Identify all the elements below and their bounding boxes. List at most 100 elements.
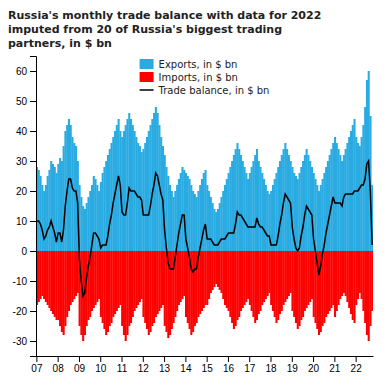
bar xyxy=(309,251,311,302)
bar xyxy=(56,251,58,320)
bar xyxy=(228,251,230,311)
bar xyxy=(213,251,215,287)
tick-mark xyxy=(30,131,36,132)
bar xyxy=(297,179,299,251)
bar xyxy=(288,251,290,296)
bar xyxy=(121,251,123,326)
bar xyxy=(132,251,134,317)
bar xyxy=(148,251,150,335)
bar xyxy=(187,176,189,251)
bar xyxy=(86,203,88,251)
bar xyxy=(80,197,82,251)
bar xyxy=(343,251,345,293)
bar xyxy=(210,197,212,251)
tick-mark xyxy=(207,356,208,362)
bar xyxy=(89,191,91,251)
plot: 07080910111213141516171819202122-30-20-1… xyxy=(13,57,374,375)
tick: -10 xyxy=(13,276,36,287)
line xyxy=(37,161,372,296)
tick-label: -20 xyxy=(13,306,28,317)
bar xyxy=(38,251,40,302)
bar xyxy=(141,251,143,299)
bar xyxy=(228,173,230,251)
bar xyxy=(151,119,153,251)
bar xyxy=(50,251,52,311)
x-axis: 07080910111213141516171819202122 xyxy=(31,356,373,374)
bar xyxy=(281,155,283,251)
tick-label: 20 xyxy=(16,186,28,197)
bar xyxy=(206,251,208,305)
bar xyxy=(350,251,352,314)
tick: 19 xyxy=(287,356,299,374)
bar xyxy=(238,149,240,251)
bar xyxy=(275,251,277,323)
bar xyxy=(300,251,302,320)
tick-label: 20 xyxy=(308,363,320,374)
bar xyxy=(100,251,102,317)
bar xyxy=(155,251,157,317)
bar xyxy=(57,251,59,320)
bar xyxy=(245,251,247,302)
bar xyxy=(307,251,309,305)
bar xyxy=(201,251,203,311)
bar xyxy=(336,251,338,311)
bar xyxy=(169,251,171,335)
bar xyxy=(196,197,198,251)
bar xyxy=(181,167,183,251)
bar xyxy=(148,131,150,251)
legend-label: Exports, in $ bn xyxy=(159,59,238,70)
bar xyxy=(205,251,207,305)
bar xyxy=(320,185,322,251)
bar xyxy=(359,251,361,293)
bar xyxy=(128,251,130,326)
bar xyxy=(52,164,54,251)
bar xyxy=(220,197,222,251)
bar xyxy=(189,179,191,251)
bar xyxy=(142,251,144,317)
tick-mark xyxy=(30,191,36,192)
bar xyxy=(224,185,226,251)
bar xyxy=(240,251,242,311)
bar xyxy=(45,251,47,302)
title-line: Russia's monthly trade balance with data… xyxy=(8,9,321,22)
bar xyxy=(224,251,226,305)
bar xyxy=(185,251,187,317)
tick-label: 22 xyxy=(351,363,363,374)
bar xyxy=(102,251,104,323)
bar xyxy=(174,191,176,251)
bar xyxy=(132,125,134,251)
bar xyxy=(258,251,260,314)
tick-label: 10 xyxy=(16,216,28,227)
bar xyxy=(217,251,219,287)
bar xyxy=(268,251,270,293)
bar xyxy=(249,173,251,251)
bar xyxy=(362,125,364,251)
bar xyxy=(183,170,185,251)
bar xyxy=(199,251,201,314)
bar xyxy=(240,155,242,251)
bar xyxy=(284,251,286,302)
legend-item: Imports, in $ bn xyxy=(140,72,238,83)
bar xyxy=(64,131,66,251)
tick-mark xyxy=(30,101,36,102)
bar xyxy=(256,251,258,320)
tick-label: 60 xyxy=(16,66,28,77)
tick-mark xyxy=(30,161,36,162)
bar xyxy=(242,251,244,308)
axis-line xyxy=(37,356,374,357)
bar xyxy=(134,251,136,311)
bar xyxy=(40,176,42,251)
bar xyxy=(327,251,329,314)
bar xyxy=(274,251,276,317)
axis-line xyxy=(30,57,37,357)
bar xyxy=(91,251,93,311)
bar xyxy=(180,173,182,251)
bar xyxy=(247,179,249,251)
bar xyxy=(150,251,152,332)
bar xyxy=(137,251,139,305)
tick: 40 xyxy=(16,126,36,137)
bar xyxy=(229,167,231,251)
bar xyxy=(197,191,199,251)
bar xyxy=(52,251,54,314)
bar xyxy=(169,185,171,251)
